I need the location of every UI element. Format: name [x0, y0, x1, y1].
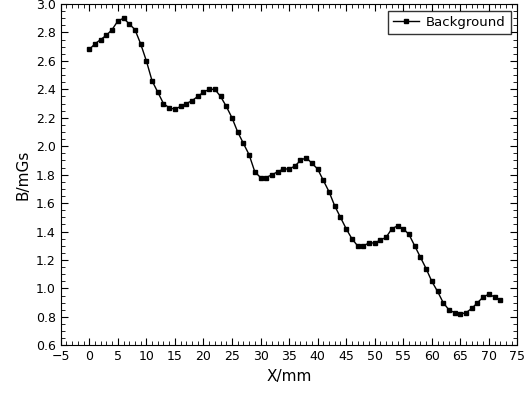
Legend: Background: Background	[388, 11, 511, 34]
Background	[457, 312, 464, 316]
Background	[497, 297, 504, 302]
Background	[446, 307, 452, 312]
Background	[229, 116, 235, 120]
X-axis label: X/mm: X/mm	[267, 369, 312, 384]
Background	[435, 289, 441, 294]
Background	[469, 306, 475, 311]
Background	[297, 158, 304, 163]
Background	[120, 16, 127, 21]
Background	[183, 101, 190, 106]
Background	[86, 47, 92, 52]
Line: Background: Background	[87, 16, 503, 316]
Y-axis label: B/mGs: B/mGs	[15, 150, 30, 200]
